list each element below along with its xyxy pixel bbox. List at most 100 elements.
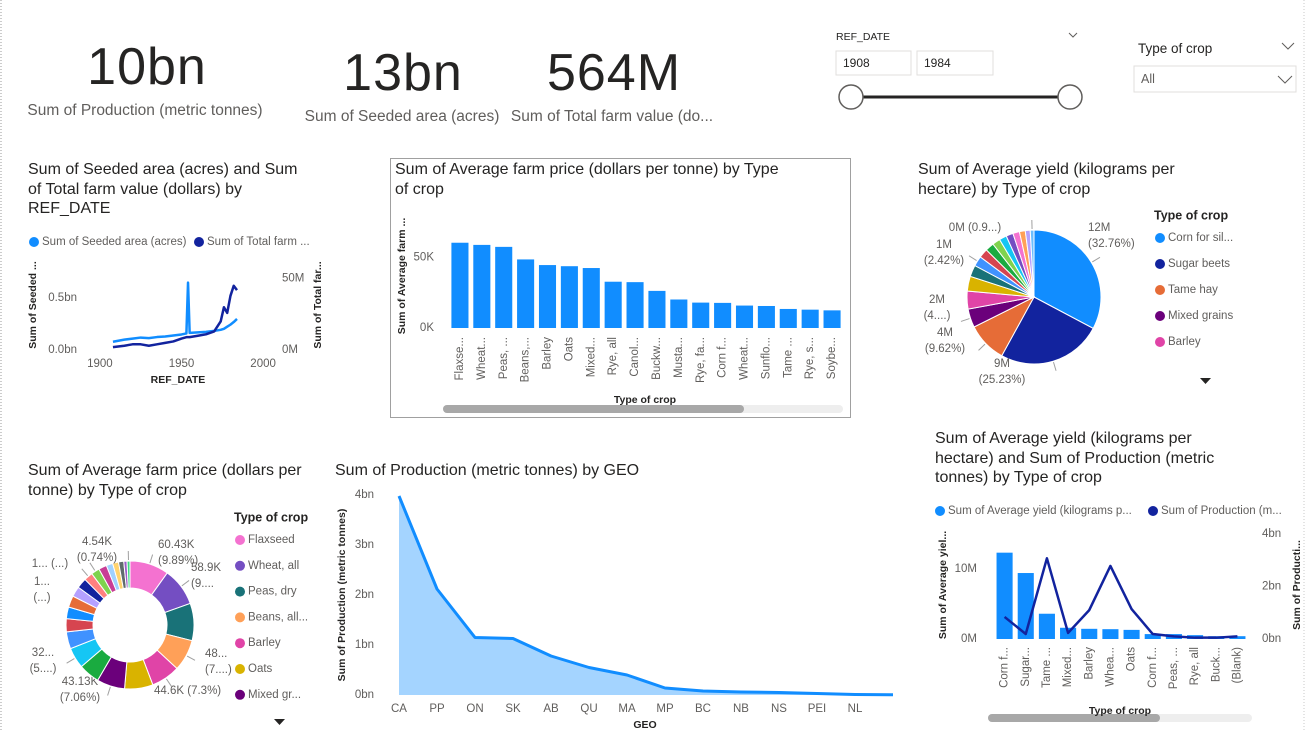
- x-tick-label: PEI: [808, 703, 827, 715]
- leader-line: [107, 686, 111, 696]
- series-line: [112, 284, 238, 349]
- data-label: (25.23%): [979, 374, 1026, 386]
- end-box[interactable]: [916, 50, 994, 76]
- legend-title: Type of crop: [234, 510, 308, 524]
- chart-title: Sum of Average farm price (dollars per t…: [395, 161, 779, 198]
- slider-handle[interactable]: [838, 84, 864, 110]
- y-tick-label: 0M: [282, 344, 298, 356]
- x-tick-label: MA: [618, 703, 636, 715]
- legend-marker: [235, 586, 245, 597]
- x-tick-label: Peas, ...: [1168, 647, 1180, 689]
- slicer-selection[interactable]: All: [1141, 72, 1155, 86]
- y-tick-label: 2bn: [355, 589, 374, 601]
- y-tick-label: 0bn: [355, 689, 374, 701]
- data-label: (7....): [205, 664, 232, 676]
- legend-label: Oats: [248, 663, 273, 675]
- chevron[interactable]: [1281, 42, 1295, 50]
- data-label: 58.9K: [191, 562, 221, 574]
- legend-label: Tame hay: [1168, 284, 1218, 296]
- y-tick-label: 50K: [414, 251, 435, 263]
- y-tick-label: 1bn: [355, 639, 374, 651]
- y-tick-label: 0.0bn: [48, 344, 77, 356]
- x-tick-label: Corn f...: [717, 337, 729, 378]
- bar: [1038, 613, 1055, 639]
- data-label: 32...: [32, 647, 54, 659]
- x-tick-label: NS: [771, 703, 787, 715]
- x-tick-label: 2000: [250, 358, 276, 370]
- y-tick-label: 4bn: [1262, 528, 1281, 540]
- leader-line: [181, 580, 190, 587]
- legend-more[interactable]: [1200, 378, 1211, 384]
- y-axis-title: Sum of Average yiel...: [937, 531, 949, 639]
- legend-marker: [1155, 233, 1165, 243]
- legend-more[interactable]: [274, 719, 285, 725]
- bar: [735, 305, 754, 328]
- x-tick-label: PP: [429, 703, 445, 715]
- legend-marker: [1155, 259, 1165, 269]
- legend-marker: [235, 638, 245, 649]
- card-label: Sum of Production (metric tonnes): [27, 102, 263, 119]
- x-tick-label: Wheat...: [476, 337, 488, 380]
- x-tick-label: Whea...: [1104, 647, 1116, 687]
- data-label: (9....: [191, 578, 214, 590]
- data-label: 44.6K (7.3%): [154, 685, 221, 697]
- slider-handle[interactable]: [1057, 84, 1083, 110]
- leader-line: [186, 655, 196, 661]
- x-tick-label: Barley: [542, 337, 554, 370]
- leader-line: [1092, 256, 1101, 263]
- bar: [757, 305, 775, 328]
- x-tick-label: Peas, ...: [498, 337, 510, 379]
- y-tick-label: 0M: [961, 633, 977, 645]
- legend-label: Wheat, all: [248, 560, 299, 572]
- x-tick-label: Tame ...: [1041, 647, 1053, 688]
- x-tick-label: Canol...: [629, 337, 641, 377]
- legend-label: Sum of Production (m...: [1161, 505, 1282, 517]
- legend-label: Beans, all...: [248, 611, 308, 623]
- bar: [495, 246, 513, 328]
- bar: [714, 302, 732, 328]
- slicer-title: REF_DATE: [836, 31, 891, 43]
- chevron[interactable]: [1068, 32, 1078, 38]
- y2-axis-title: Sum of Producti...: [1291, 540, 1303, 630]
- bar: [801, 309, 819, 328]
- x-tick-label: Sunflo...: [760, 337, 772, 379]
- data-label: 4M: [937, 327, 953, 339]
- scrollbar-thumb[interactable]: [988, 714, 1160, 722]
- legend-label: Sum of Total farm ...: [207, 236, 310, 248]
- x-tick-label: MP: [656, 703, 674, 715]
- scrollbar-thumb[interactable]: [443, 405, 744, 413]
- x-tick-label: CA: [391, 703, 407, 715]
- series-line: [112, 281, 238, 343]
- x-tick-label: Buckw...: [651, 337, 663, 380]
- x-tick-label: 1950: [169, 358, 195, 370]
- slicer-end[interactable]: 1984: [924, 56, 951, 70]
- x-tick-label: Wheat...: [739, 337, 751, 380]
- x-tick-label: Rye, s...: [804, 337, 816, 379]
- data-label: (9.89%): [158, 555, 198, 567]
- card-value: 13bn: [343, 44, 463, 102]
- leader-line: [1053, 362, 1057, 371]
- x-tick-label: Musta...: [673, 337, 685, 378]
- x-tick-label: SK: [505, 703, 521, 715]
- area-line: [397, 495, 894, 697]
- leader-line: [165, 678, 172, 687]
- data-label: (5....): [30, 663, 57, 675]
- chart-title: Sum of Average yield (kilograms per hect…: [918, 161, 1175, 198]
- legend-label: Corn for sil...: [1168, 232, 1233, 244]
- bar: [538, 265, 557, 328]
- y-tick-label: 50M: [282, 273, 304, 285]
- chevron[interactable]: [1277, 75, 1293, 84]
- dropdown[interactable]: [1133, 65, 1297, 93]
- data-label: 9M: [994, 358, 1010, 370]
- start-box[interactable]: [835, 50, 912, 76]
- legend-marker: [235, 535, 245, 545]
- legend-marker: [29, 237, 39, 247]
- y-tick-label: 4bn: [355, 489, 374, 501]
- y-axis-title: Sum of Seeded ...: [27, 261, 39, 349]
- y-tick-label: 10M: [955, 563, 977, 575]
- bar: [1102, 629, 1119, 639]
- legend-label: Flaxseed: [248, 534, 295, 546]
- slicer-start[interactable]: 1908: [843, 56, 870, 70]
